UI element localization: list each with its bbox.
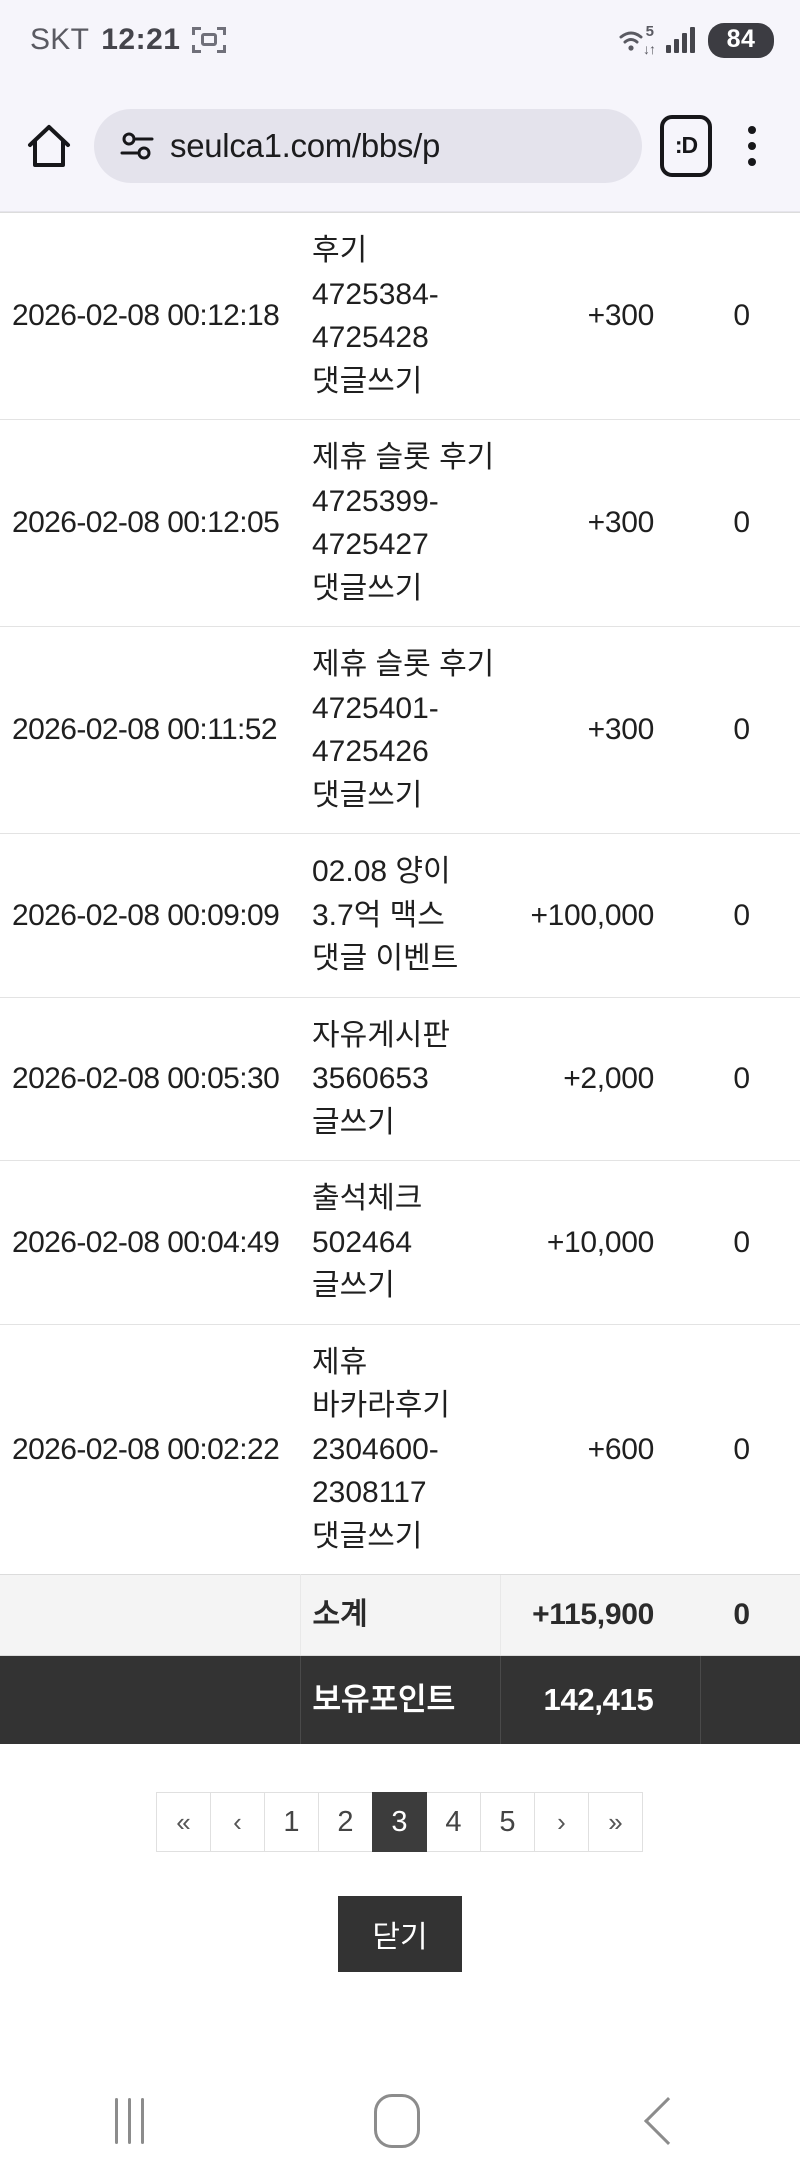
- table-row: 2026-02-08 00:12:05 제휴 슬롯 후기 4725399-472…: [0, 419, 800, 627]
- cell-amount: +2,000: [500, 996, 700, 1161]
- table-row: 2026-02-08 00:09:09 02.08 양이 3.7억 맥스 댓글 …: [0, 833, 800, 997]
- cell-balance: 0: [700, 419, 800, 627]
- table-row: 2026-02-08 00:04:49 출석체크 502464 글쓰기 +10,…: [0, 1160, 800, 1324]
- cell-balance: 0: [700, 1160, 800, 1324]
- cell-amount: +300: [500, 419, 700, 627]
- cell-date: 2026-02-08 00:12:05: [0, 419, 300, 627]
- url-text[interactable]: seulca1.com/bbs/p: [170, 126, 441, 164]
- cell-date: 2026-02-08 00:02:22: [0, 1323, 300, 1575]
- site-settings-icon[interactable]: [120, 131, 154, 161]
- status-bar-right: 5 ↓↑ 84: [617, 22, 774, 58]
- kebab-menu-icon[interactable]: [730, 125, 774, 166]
- cell-balance: 0: [700, 1323, 800, 1575]
- signal-bars-icon: [666, 27, 695, 53]
- table-row: 2026-02-08 00:02:22 제휴 바카라후기 2304600-230…: [0, 1323, 800, 1575]
- cell-date: 2026-02-08 00:12:18: [0, 212, 300, 420]
- pagination-page-1[interactable]: 1: [264, 1792, 319, 1853]
- cell-balance: 0: [700, 833, 800, 997]
- screen-capture-icon: [192, 25, 227, 55]
- cell-description: 제휴 바카라후기 2304600-2308117 댓글쓰기: [300, 1323, 500, 1575]
- point-history-table: 2026-02-08 00:12:18 후기 4725384-4725428 댓…: [0, 212, 800, 1745]
- wifi-transfer-arrows-icon: ↓↑: [643, 41, 656, 57]
- total-balance: [700, 1655, 800, 1745]
- cell-description: 제휴 슬롯 후기 4725399-4725427 댓글쓰기: [300, 419, 500, 627]
- recents-icon[interactable]: [115, 2098, 145, 2144]
- close-button-wrapper: 닫기: [0, 1852, 800, 1973]
- pagination-page-5[interactable]: 5: [480, 1792, 535, 1853]
- table-row: 2026-02-08 00:05:30 자유게시판 3560653 글쓰기 +2…: [0, 996, 800, 1161]
- battery-badge: 84: [708, 22, 774, 58]
- browser-toolbar: seulca1.com/bbs/p :D: [0, 80, 800, 212]
- cell-amount: +300: [500, 626, 700, 834]
- clock-label: 12:21: [101, 23, 181, 56]
- total-empty-cell: [0, 1655, 301, 1745]
- total-points-row: 보유포인트 142,415: [0, 1655, 800, 1745]
- total-amount: 142,415: [500, 1655, 701, 1745]
- cell-date: 2026-02-08 00:11:52: [0, 626, 300, 834]
- subtotal-label: 소계: [300, 1574, 500, 1656]
- cell-amount: +600: [500, 1323, 700, 1575]
- pagination: « ‹ 1 2 3 4 5 › »: [156, 1792, 643, 1853]
- cell-description: 제휴 슬롯 후기 4725401-4725426 댓글쓰기: [300, 626, 500, 834]
- subtotal-empty-cell: [0, 1574, 301, 1656]
- pagination-page-2[interactable]: 2: [318, 1792, 373, 1853]
- wifi-generation-label: 5: [645, 23, 654, 40]
- cell-balance: 0: [700, 996, 800, 1161]
- android-nav-bar: [0, 2062, 800, 2180]
- home-icon[interactable]: [22, 119, 76, 173]
- pagination-first[interactable]: «: [156, 1792, 211, 1853]
- cell-amount: +10,000: [500, 1160, 700, 1324]
- subtotal-row: 소계 +115,900 0: [0, 1574, 800, 1656]
- subtotal-balance: 0: [700, 1574, 800, 1656]
- cell-balance: 0: [700, 626, 800, 834]
- cell-amount: +300: [500, 212, 700, 420]
- cell-amount: +100,000: [500, 833, 700, 997]
- pagination-page-3[interactable]: 3: [372, 1792, 427, 1853]
- status-bar-left: SKT 12:21: [30, 23, 227, 57]
- cell-description: 02.08 양이 3.7억 맥스 댓글 이벤트: [300, 833, 500, 997]
- dino-mode-icon[interactable]: :D: [660, 114, 712, 177]
- url-bar[interactable]: seulca1.com/bbs/p: [94, 108, 642, 183]
- cell-balance: 0: [700, 212, 800, 420]
- table-body: 2026-02-08 00:12:18 후기 4725384-4725428 댓…: [0, 212, 800, 1745]
- cell-date: 2026-02-08 00:09:09: [0, 833, 300, 997]
- cell-description: 자유게시판 3560653 글쓰기: [300, 996, 500, 1161]
- total-label: 보유포인트: [300, 1655, 501, 1745]
- cell-date: 2026-02-08 00:05:30: [0, 996, 300, 1161]
- pagination-wrapper: « ‹ 1 2 3 4 5 › »: [0, 1744, 800, 1853]
- wifi-icon: 5 ↓↑: [617, 23, 656, 57]
- pagination-prev[interactable]: ‹: [210, 1792, 265, 1853]
- home-button-icon[interactable]: [374, 2094, 421, 2148]
- pagination-next[interactable]: ›: [534, 1792, 589, 1853]
- cell-date: 2026-02-08 00:04:49: [0, 1160, 300, 1324]
- back-icon[interactable]: [643, 2096, 692, 2146]
- table-row: 2026-02-08 00:12:18 후기 4725384-4725428 댓…: [0, 212, 800, 420]
- close-button[interactable]: 닫기: [338, 1896, 462, 1973]
- status-bar: SKT 12:21 5 ↓↑ 84: [0, 0, 800, 80]
- cell-description: 출석체크 502464 글쓰기: [300, 1160, 500, 1324]
- point-history-page: 2026-02-08 00:12:18 후기 4725384-4725428 댓…: [0, 212, 800, 1973]
- table-row: 2026-02-08 00:11:52 제휴 슬롯 후기 4725401-472…: [0, 626, 800, 834]
- cell-description: 후기 4725384-4725428 댓글쓰기: [300, 212, 500, 420]
- subtotal-amount: +115,900: [499, 1574, 700, 1656]
- pagination-page-4[interactable]: 4: [426, 1792, 481, 1853]
- pagination-last[interactable]: »: [588, 1792, 643, 1853]
- carrier-label: SKT: [30, 23, 90, 56]
